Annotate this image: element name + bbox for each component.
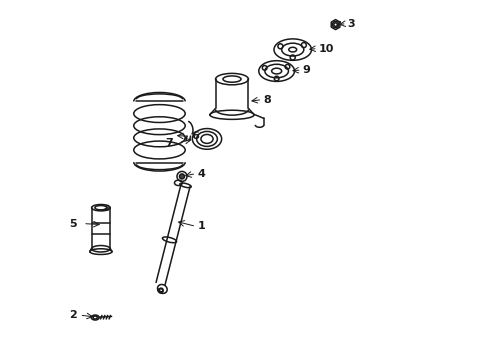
Text: 10: 10 — [318, 44, 333, 54]
Text: 4: 4 — [197, 168, 205, 179]
Text: 5: 5 — [69, 219, 77, 229]
Text: 7: 7 — [165, 138, 173, 148]
Text: 3: 3 — [347, 18, 355, 28]
Text: 8: 8 — [263, 95, 270, 105]
Circle shape — [179, 174, 184, 179]
Text: 9: 9 — [302, 65, 310, 75]
Text: 6: 6 — [190, 131, 199, 141]
Text: 1: 1 — [197, 221, 204, 231]
Text: 2: 2 — [69, 310, 76, 320]
